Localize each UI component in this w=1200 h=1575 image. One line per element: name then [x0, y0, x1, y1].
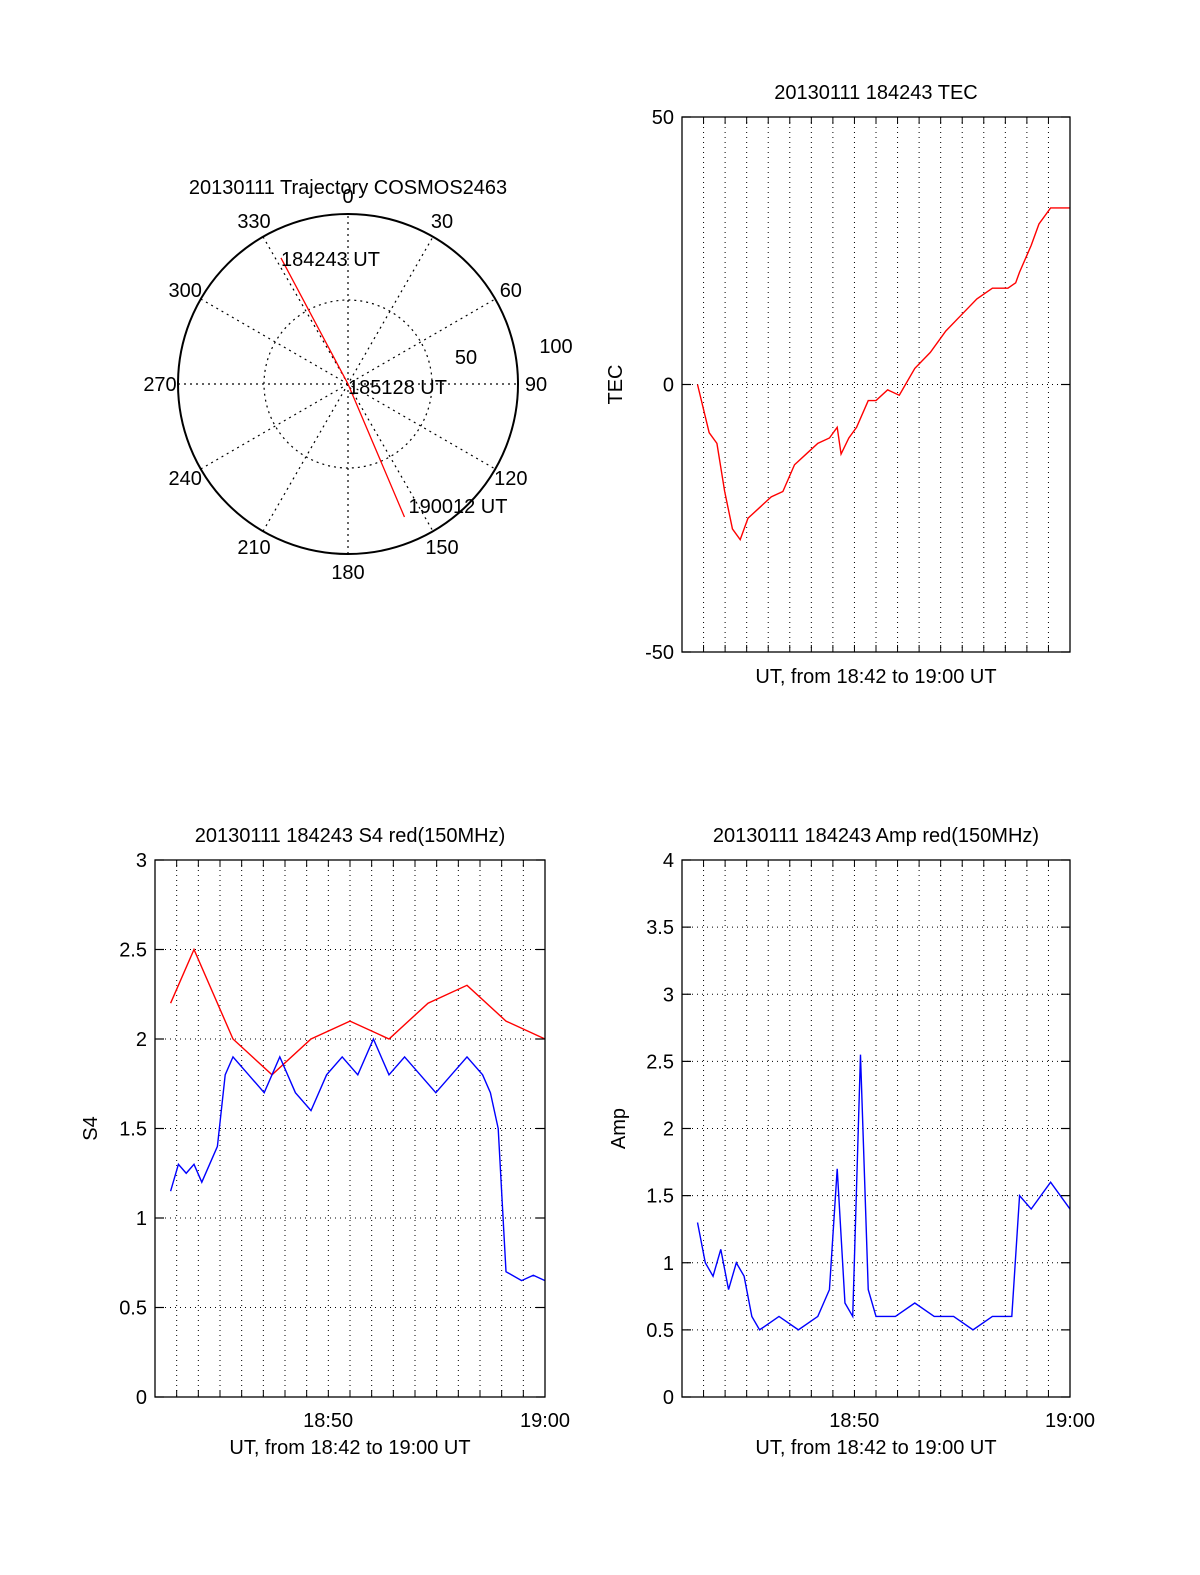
- radial-label-50: 50: [455, 347, 477, 369]
- y-tick-label: 0: [136, 1387, 147, 1409]
- azimuth-label: 60: [500, 280, 522, 302]
- polar-trajectory-chart: 20130111 Trajectory COSMOS2463 0 30 60 90 12…: [143, 177, 572, 584]
- chart-title: 20130111 184243 S4 red(150MHz): [195, 825, 506, 847]
- y-tick-label: -50: [645, 642, 674, 664]
- series-line-0: [169, 947, 546, 1076]
- polar-chart-title: 20130111 Trajectory COSMOS2463: [189, 177, 507, 199]
- y-tick-label: 3.5: [646, 917, 674, 939]
- y-tick-label: 4: [663, 850, 674, 872]
- x-axis-label: UT, from 18:42 to 19:00 UT: [229, 1437, 470, 1459]
- azimuth-label: 330: [237, 211, 270, 233]
- y-tick-label: 0: [663, 375, 674, 397]
- amp-chart: 0 0.5 1 1.5 2 2.5 3 3.5 4 18:50 19:00 20130111 1842…: [608, 825, 1095, 1459]
- azimuth-label: 180: [331, 562, 364, 584]
- azimuth-label: 120: [494, 468, 527, 490]
- y-tick-label: 1.5: [119, 1119, 147, 1141]
- trajectory-time-label: 190012 UT: [408, 496, 507, 518]
- azimuth-label: 240: [168, 468, 201, 490]
- trajectory-track: 184243 UT 185128 UT 190012 UT: [280, 249, 507, 518]
- x-tick-label: 19:00: [520, 1410, 570, 1432]
- chart-title: 20130111 184243 TEC: [774, 82, 978, 104]
- series-line-1: [169, 1037, 546, 1282]
- y-tick-label: 1: [136, 1208, 147, 1230]
- azimuth-labels: 0 30 60 90 120 150 180 210 240 270 300 330: [143, 186, 547, 584]
- trajectory-time-label: 184243 UT: [281, 249, 380, 271]
- y-tick-label: 1: [663, 1253, 674, 1275]
- azimuth-label: 270: [143, 374, 176, 396]
- y-tick-label: 3: [663, 984, 674, 1006]
- x-axis-label: UT, from 18:42 to 19:00 UT: [755, 666, 996, 688]
- y-axis-label: TEC: [605, 365, 627, 405]
- azimuth-label: 0: [342, 186, 353, 208]
- y-tick-label: 2: [136, 1029, 147, 1051]
- y-axis-label: Amp: [608, 1108, 630, 1149]
- series-line-0: [696, 1054, 1071, 1331]
- y-axis-label: S4: [80, 1116, 102, 1140]
- x-axis-label: UT, from 18:42 to 19:00 UT: [755, 1437, 996, 1459]
- azimuth-label: 90: [525, 374, 547, 396]
- trajectory-time-label: 185128 UT: [348, 377, 447, 399]
- y-tick-label: 2: [663, 1119, 674, 1141]
- y-tick-label: 3: [136, 850, 147, 872]
- y-tick-label: 0: [663, 1387, 674, 1409]
- azimuth-label: 210: [237, 537, 270, 559]
- trajectory-line: [280, 257, 406, 518]
- azimuth-label: 300: [168, 280, 201, 302]
- y-tick-label: 50: [652, 107, 674, 129]
- y-tick-label: 0.5: [119, 1298, 147, 1320]
- x-tick-label: 19:00: [1045, 1410, 1095, 1432]
- y-tick-label: 2.5: [119, 940, 147, 962]
- x-tick-label: 18:50: [303, 1410, 353, 1432]
- y-tick-label: 1.5: [646, 1186, 674, 1208]
- azimuth-label: 150: [425, 537, 458, 559]
- azimuth-label: 30: [431, 211, 453, 233]
- s4-chart: 0 0.5 1 1.5 2 2.5 3 18:50 19:00 20130111 184243 S…: [80, 825, 570, 1459]
- tec-chart: -50 0 50 20130111 184243 TEC UT, from 18:42 …: [605, 82, 1071, 688]
- y-tick-label: 2.5: [646, 1051, 674, 1073]
- x-tick-label: 18:50: [829, 1410, 879, 1432]
- chart-title: 20130111 184243 Amp red(150MHz): [713, 825, 1039, 847]
- radial-label-100: 100: [539, 336, 572, 358]
- y-tick-label: 0.5: [646, 1320, 674, 1342]
- series-line-0: [696, 207, 1070, 542]
